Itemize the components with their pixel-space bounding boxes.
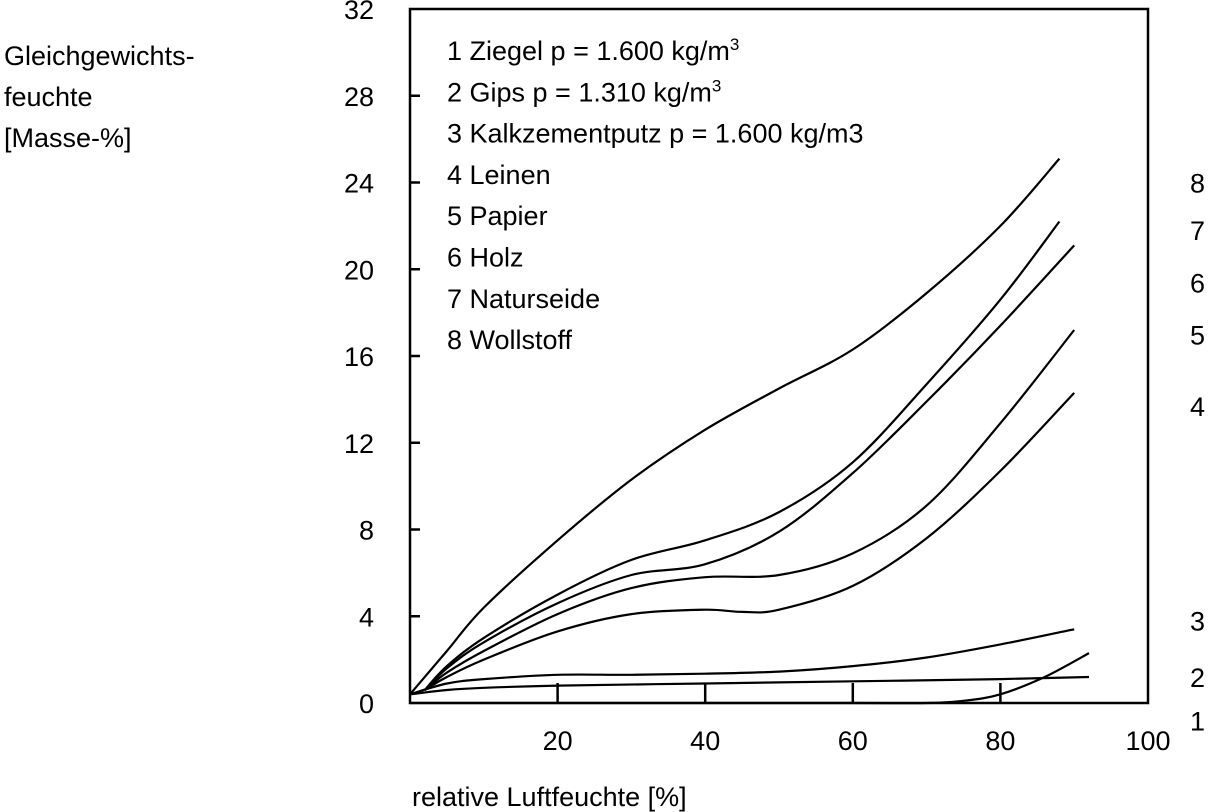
end-label-3: 3 xyxy=(1190,607,1205,637)
legend-entry-7: 7 Naturseide xyxy=(447,284,600,314)
curve-4 xyxy=(424,392,1075,691)
curve-7 xyxy=(423,220,1061,691)
end-label-2: 2 xyxy=(1190,663,1205,693)
x-tick-label: 20 xyxy=(543,726,573,756)
legend-entry-8: 8 Wollstoff xyxy=(447,325,573,355)
end-label-5: 5 xyxy=(1190,320,1205,350)
y-axis-label-line-1: Gleichgewichts- xyxy=(4,41,195,71)
x-tick-label: 60 xyxy=(838,726,868,756)
legend-entry-2: 2 Gips p = 1.310 kg/m3 xyxy=(447,76,721,107)
y-axis-label: Gleichgewichts- feuchte [Masse-%] xyxy=(4,36,195,159)
curve-5 xyxy=(424,329,1076,691)
curve-6 xyxy=(424,244,1076,691)
curve-1 xyxy=(410,652,1090,705)
legend-entry-4: 4 Leinen xyxy=(447,160,551,190)
end-label-8: 8 xyxy=(1190,169,1205,199)
y-tick-label: 32 xyxy=(344,0,374,25)
x-tick-label: 40 xyxy=(690,726,720,756)
y-tick-label: 28 xyxy=(344,82,374,112)
legend: 1 Ziegel p = 1.600 kg/m3 2 Gips p = 1.310… xyxy=(447,35,864,355)
x-tick-label: 100 xyxy=(1125,726,1170,756)
curve-3 xyxy=(409,628,1075,696)
y-tick-label: 24 xyxy=(344,169,374,199)
y-tick-label: 8 xyxy=(359,516,374,546)
y-tick-label: 0 xyxy=(359,689,374,719)
axis-ticks: 0 4 8 12 16 20 24 28 32 20 40 60 80 100 xyxy=(344,0,1171,756)
curve-end-labels: 8 7 6 5 4 3 2 1 xyxy=(1190,169,1205,737)
y-tick-label: 12 xyxy=(344,429,374,459)
series-curves xyxy=(409,157,1090,705)
curve-2 xyxy=(409,675,1090,696)
legend-entry-6: 6 Holz xyxy=(447,243,524,273)
legend-entry-3: 3 Kalkzementputz p = 1.600 kg/m3 xyxy=(447,119,864,149)
y-tick-label: 20 xyxy=(344,255,374,285)
end-label-1: 1 xyxy=(1190,706,1205,736)
legend-entry-1: 1 Ziegel p = 1.600 kg/m3 xyxy=(447,35,739,66)
y-tick-label: 16 xyxy=(344,342,374,372)
x-tick-label: 80 xyxy=(985,726,1015,756)
end-label-4: 4 xyxy=(1190,392,1205,422)
y-axis-label-line-2: feuchte xyxy=(4,82,93,112)
x-axis-label: relative Luftfeuchte [%] xyxy=(412,782,687,812)
y-axis-label-line-3: [Masse-%] xyxy=(4,123,132,153)
end-label-6: 6 xyxy=(1190,268,1205,298)
end-label-7: 7 xyxy=(1190,216,1205,246)
y-tick-label: 4 xyxy=(359,602,374,632)
curve-8 xyxy=(409,157,1061,696)
plot-frame xyxy=(408,7,1150,705)
legend-entry-5: 5 Papier xyxy=(447,201,548,231)
